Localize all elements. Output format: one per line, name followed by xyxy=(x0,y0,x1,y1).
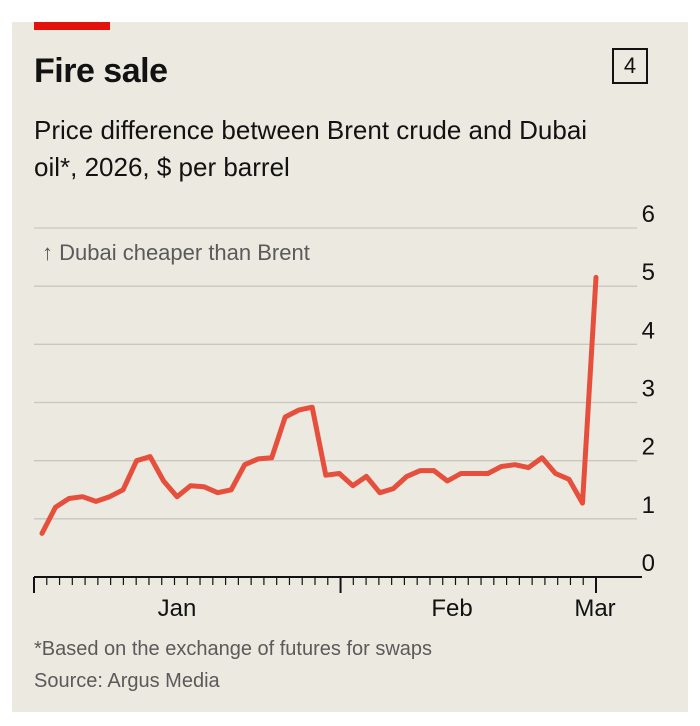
x-tick-label-jan: Jan xyxy=(158,595,197,622)
chart-title: Fire sale xyxy=(34,52,168,90)
footnote: *Based on the exchange of futures for sw… xyxy=(34,638,433,660)
brand-tag xyxy=(34,22,110,30)
x-tick-label-feb: Feb xyxy=(431,595,472,622)
y-tick-label-6: 6 xyxy=(642,201,655,228)
x-axis: Jan Feb Mar xyxy=(33,576,642,622)
y-tick-label-0: 0 xyxy=(642,550,655,577)
y-tick-label-5: 5 xyxy=(642,259,655,286)
line-chart: 0 1 2 3 4 5 6 ↑ Dubai cheaper than Brent Jan Fe… xyxy=(33,201,655,622)
y-tick-label-4: 4 xyxy=(642,317,655,344)
chart-card: Fire sale 4 Price difference between Bre… xyxy=(12,22,688,712)
y-tick-labels: 0 1 2 3 4 5 6 xyxy=(642,201,655,577)
chart-subtitle: Price difference between Brent crude and… xyxy=(34,115,588,182)
y-tick-label-1: 1 xyxy=(642,492,655,519)
source-note: Source: Argus Media xyxy=(34,670,220,692)
series-layer xyxy=(39,274,599,536)
chart-number-badge: 4 xyxy=(612,48,648,84)
annotation: ↑ Dubai cheaper than Brent xyxy=(42,240,310,265)
series-line-0 xyxy=(39,274,599,536)
y-tick-label-3: 3 xyxy=(642,376,655,403)
y-tick-label-2: 2 xyxy=(642,434,655,461)
x-tick-label-mar: Mar xyxy=(574,595,615,622)
